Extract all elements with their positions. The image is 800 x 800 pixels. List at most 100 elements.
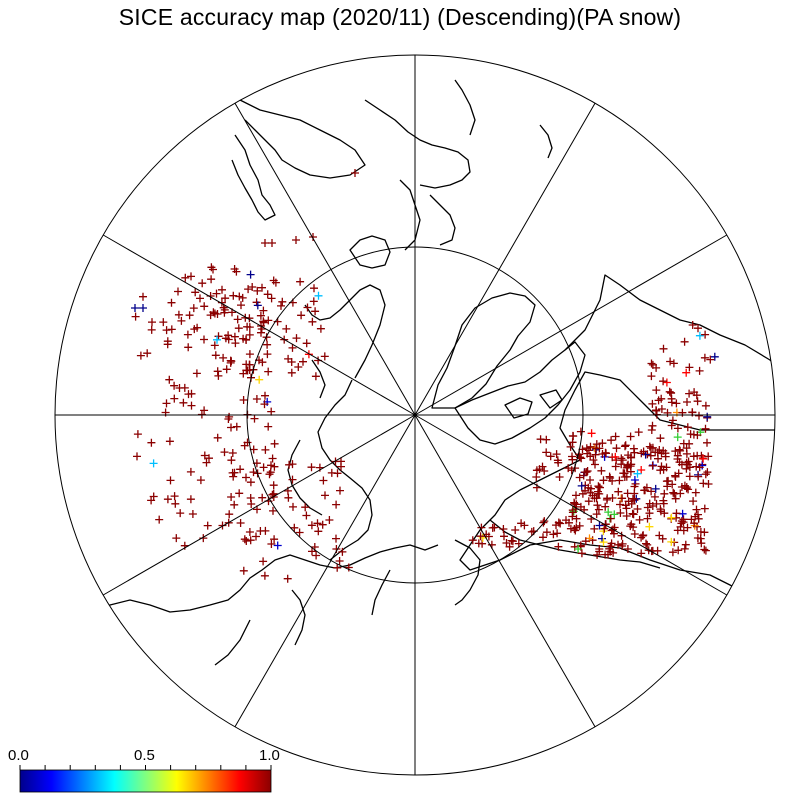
accuracy-marker bbox=[671, 447, 680, 456]
accuracy-marker bbox=[699, 454, 708, 463]
accuracy-marker bbox=[230, 332, 239, 341]
accuracy-marker bbox=[556, 519, 565, 528]
accuracy-marker bbox=[568, 438, 577, 447]
accuracy-marker bbox=[703, 438, 711, 447]
accuracy-marker bbox=[685, 463, 694, 472]
accuracy-marker bbox=[622, 463, 631, 472]
accuracy-marker bbox=[264, 367, 273, 376]
accuracy-marker bbox=[196, 476, 205, 485]
accuracy-marker bbox=[648, 360, 657, 369]
accuracy-marker bbox=[581, 537, 590, 546]
accuracy-marker bbox=[206, 311, 215, 320]
accuracy-marker bbox=[235, 489, 244, 498]
accuracy-marker bbox=[239, 566, 248, 575]
accuracy-marker bbox=[245, 528, 254, 536]
eurasia-coast bbox=[99, 544, 439, 613]
accuracy-marker bbox=[627, 520, 636, 529]
accuracy-marker bbox=[659, 344, 668, 353]
accuracy-marker bbox=[264, 316, 273, 325]
accuracy-marker bbox=[170, 381, 179, 390]
meridian-line bbox=[102, 414, 416, 596]
accuracy-marker bbox=[297, 311, 306, 320]
accuracy-marker bbox=[199, 534, 208, 543]
accuracy-marker bbox=[239, 369, 248, 378]
accuracy-marker bbox=[218, 285, 226, 294]
accuracy-marker bbox=[214, 332, 223, 341]
accuracy-marker bbox=[220, 305, 229, 314]
accuracy-marker bbox=[683, 523, 692, 532]
accuracy-marker bbox=[474, 539, 483, 548]
accuracy-marker bbox=[210, 341, 219, 350]
accuracy-marker bbox=[133, 452, 141, 461]
accuracy-marker bbox=[243, 438, 252, 447]
meridian-line bbox=[414, 234, 728, 416]
accuracy-marker bbox=[605, 472, 614, 481]
accuracy-marker bbox=[290, 523, 299, 532]
accuracy-marker bbox=[227, 357, 236, 366]
accuracy-marker bbox=[587, 484, 595, 493]
accuracy-marker bbox=[648, 421, 657, 430]
accuracy-marker bbox=[214, 371, 223, 380]
accuracy-marker bbox=[228, 449, 237, 457]
accuracy-marker bbox=[213, 367, 222, 376]
accuracy-marker bbox=[677, 519, 686, 528]
accuracy-marker bbox=[704, 452, 713, 461]
accuracy-marker bbox=[210, 309, 219, 318]
accuracy-marker bbox=[212, 289, 221, 298]
accuracy-marker bbox=[239, 334, 248, 343]
accuracy-marker bbox=[595, 545, 604, 553]
accuracy-marker bbox=[645, 522, 654, 531]
accuracy-marker bbox=[252, 532, 260, 541]
accuracy-marker bbox=[269, 481, 278, 490]
accuracy-marker bbox=[131, 304, 139, 312]
accuracy-marker bbox=[250, 414, 259, 423]
accuracy-marker bbox=[575, 521, 584, 530]
accuracy-marker bbox=[703, 412, 712, 421]
accuracy-marker bbox=[652, 386, 661, 395]
accuracy-marker bbox=[577, 454, 586, 463]
accuracy-marker bbox=[177, 316, 186, 325]
accuracy-marker bbox=[616, 509, 625, 517]
accuracy-marker bbox=[667, 421, 676, 430]
accuracy-marker bbox=[242, 473, 250, 482]
accuracy-marker bbox=[646, 451, 655, 460]
accuracy-marker bbox=[149, 492, 158, 501]
accuracy-marker bbox=[284, 354, 293, 363]
accuracy-marker bbox=[668, 416, 677, 425]
accuracy-marker bbox=[192, 369, 201, 378]
accuracy-marker bbox=[663, 482, 672, 491]
accuracy-marker bbox=[609, 548, 618, 557]
accuracy-marker bbox=[294, 363, 303, 371]
accuracy-marker bbox=[626, 432, 635, 441]
map-content bbox=[99, 79, 775, 666]
accuracy-marker bbox=[695, 411, 703, 420]
accuracy-marker bbox=[143, 349, 152, 358]
accuracy-marker bbox=[693, 397, 702, 406]
accuracy-marker bbox=[699, 479, 708, 488]
accuracy-marker bbox=[287, 368, 296, 377]
accuracy-marker bbox=[665, 387, 674, 396]
accuracy-marker bbox=[633, 469, 642, 478]
accuracy-marker bbox=[593, 501, 602, 510]
accuracy-marker bbox=[694, 324, 702, 333]
accuracy-marker bbox=[238, 293, 247, 302]
accuracy-marker bbox=[652, 406, 660, 415]
accuracy-marker bbox=[668, 548, 677, 557]
accuracy-marker bbox=[656, 507, 665, 516]
accuracy-marker bbox=[682, 368, 691, 377]
accuracy-marker bbox=[701, 470, 710, 479]
accuracy-marker bbox=[703, 468, 712, 477]
accuracy-marker bbox=[623, 545, 632, 553]
accuracy-marker bbox=[179, 398, 188, 407]
accuracy-marker bbox=[595, 444, 604, 453]
accuracy-marker bbox=[267, 407, 276, 416]
accuracy-marker bbox=[662, 378, 671, 387]
page-title: SICE accuracy map (2020/11) (Descending)… bbox=[118, 4, 682, 30]
accuracy-marker bbox=[499, 525, 508, 533]
accuracy-marker bbox=[292, 334, 301, 343]
accuracy-marker bbox=[263, 340, 272, 349]
accuracy-marker bbox=[572, 514, 581, 523]
accuracy-marker bbox=[667, 513, 676, 522]
accuracy-marker bbox=[583, 467, 592, 475]
accuracy-marker bbox=[218, 521, 227, 530]
